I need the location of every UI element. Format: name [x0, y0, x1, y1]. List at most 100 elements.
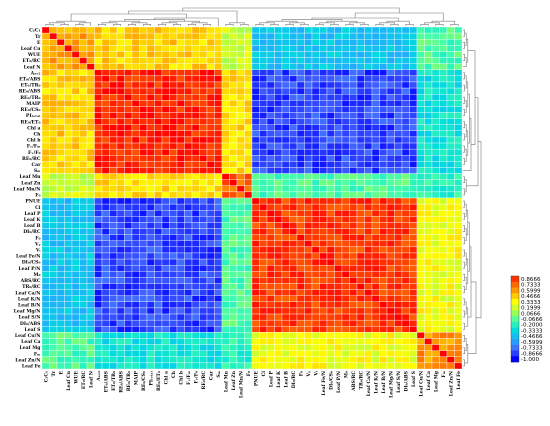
heatmap-cell — [244, 112, 253, 119]
heatmap-cell — [49, 87, 58, 95]
heatmap-cell — [161, 216, 170, 223]
heatmap-cell — [229, 277, 238, 284]
heatmap-cell — [56, 301, 65, 309]
heatmap-cell — [289, 142, 298, 150]
heatmap-cell — [259, 326, 268, 333]
heatmap-cell — [109, 39, 118, 46]
heatmap-cell — [161, 142, 170, 150]
heatmap-cell — [304, 191, 313, 199]
heatmap-cell — [416, 45, 425, 52]
heatmap-cell — [116, 81, 125, 89]
heatmap-cell — [416, 203, 425, 211]
colorbar-tick-label: 0.8666 — [521, 277, 541, 283]
heatmap-cell — [371, 271, 380, 278]
heatmap-cell — [184, 100, 193, 107]
heatmap-cell — [401, 161, 410, 168]
heatmap-cell — [139, 130, 148, 138]
heatmap-cell — [401, 258, 410, 266]
heatmap-cell — [169, 118, 178, 125]
heatmap-cell — [71, 246, 80, 254]
heatmap-cell — [154, 332, 163, 339]
heatmap-cell — [101, 313, 110, 321]
heatmap-cell — [244, 332, 253, 339]
heatmap-cell — [116, 57, 125, 64]
heatmap-cell — [371, 356, 380, 364]
heatmap-cell — [56, 313, 65, 321]
heatmap-cell — [64, 356, 73, 364]
heatmap-cell — [244, 87, 253, 95]
heatmap-cell — [251, 271, 260, 278]
heatmap-cell — [319, 155, 328, 162]
heatmap-cell — [49, 283, 58, 290]
heatmap-cell — [446, 130, 455, 138]
heatmap-cell — [439, 124, 448, 131]
heatmap-cell — [124, 271, 133, 278]
heatmap-cell — [401, 100, 410, 107]
heatmap-cell — [296, 118, 305, 125]
heatmap-cell — [199, 210, 208, 217]
heatmap-cell — [206, 136, 215, 144]
heatmap-cell — [446, 155, 455, 162]
heatmap-cell — [251, 69, 260, 77]
heatmap-cell — [64, 301, 73, 309]
heatmap-cell — [281, 142, 290, 150]
heatmap-cell — [86, 94, 95, 101]
heatmap-cell — [176, 252, 185, 260]
heatmap-cell — [154, 45, 163, 52]
heatmap-cell — [274, 185, 283, 193]
heatmap-cell — [439, 185, 448, 193]
heatmap-cell — [199, 246, 208, 254]
heatmap-cell — [56, 228, 65, 235]
heatmap-cell — [311, 130, 320, 138]
heatmap-cell — [274, 271, 283, 278]
heatmap-cell — [379, 265, 388, 272]
heatmap-cell — [259, 136, 268, 144]
heatmap-cell — [326, 51, 335, 58]
heatmap-cell — [409, 197, 418, 205]
heatmap-cell — [454, 185, 463, 193]
heatmap-cell — [79, 356, 88, 364]
heatmap-cell — [371, 63, 380, 70]
heatmap-cell — [56, 295, 65, 302]
heatmap-cell — [64, 246, 73, 254]
heatmap-cell — [304, 283, 313, 290]
heatmap-cell — [161, 106, 170, 113]
heatmap-cell — [304, 106, 313, 113]
heatmap-cell — [326, 332, 335, 339]
dendrogram-branch — [463, 298, 465, 306]
heatmap-cell — [49, 51, 58, 58]
heatmap-cell — [266, 283, 275, 290]
heatmap-cell — [424, 332, 433, 339]
heatmap-cell — [296, 210, 305, 217]
heatmap-cell — [289, 301, 298, 309]
heatmap-cell — [116, 362, 125, 370]
heatmap-cell — [274, 161, 283, 168]
heatmap-cell — [334, 81, 343, 89]
heatmap-cell — [109, 356, 118, 364]
heatmap-cell — [334, 222, 343, 229]
heatmap-cell — [266, 210, 275, 217]
heatmap-cell — [221, 295, 230, 302]
heatmap-cell — [416, 155, 425, 162]
heatmap-cell — [86, 301, 95, 309]
row-tick-label: Fᵥ/F₀ — [28, 150, 40, 156]
heatmap-cell — [49, 301, 58, 309]
heatmap-cell — [431, 118, 440, 125]
heatmap-cell — [424, 39, 433, 46]
heatmap-cell — [161, 45, 170, 52]
heatmap-cell — [379, 258, 388, 266]
heatmap-cell — [431, 338, 440, 345]
heatmap-cell — [236, 173, 245, 180]
heatmap-cell — [199, 258, 208, 266]
heatmap-cell — [64, 240, 73, 248]
heatmap-cell — [304, 39, 313, 46]
heatmap-cell — [236, 356, 245, 364]
heatmap-cell — [71, 118, 80, 125]
heatmap-cell — [289, 69, 298, 77]
heatmap-cell — [371, 222, 380, 229]
heatmap-cell — [79, 283, 88, 290]
heatmap-cell — [236, 51, 245, 58]
heatmap-cell — [409, 63, 418, 70]
heatmap-cell — [236, 246, 245, 254]
heatmap-cell — [191, 362, 200, 370]
